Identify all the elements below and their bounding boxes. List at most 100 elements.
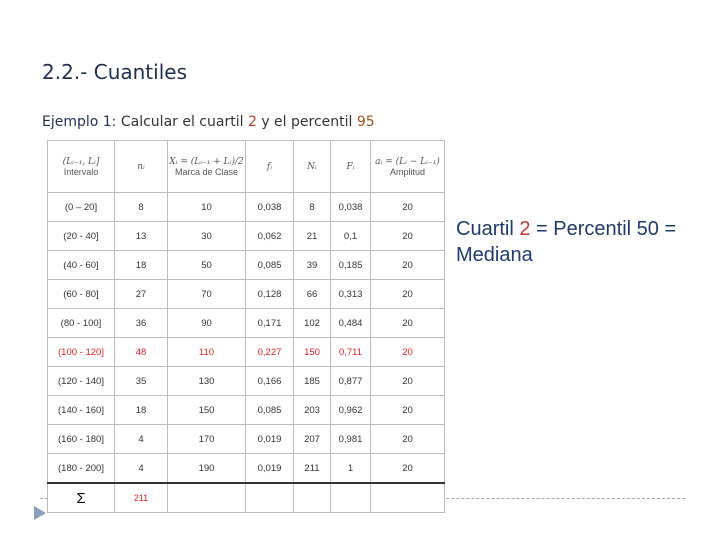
header-formula: Xᵢ = (Lᵢ₋₁ + Lᵢ)/2 [169,156,244,167]
header-label: Marca de Clase [174,166,239,177]
cell: 30 [167,221,246,251]
subtitle-part: 95 [356,114,375,130]
cell: 20 [370,337,445,367]
empty-cell [330,482,371,513]
header-label: Amplitud [389,166,425,177]
header-cell: aᵢ = (Lᵢ − Lᵢ₋₁) Amplitud [370,140,445,193]
data-row: (80 - 100] 36 90 0,171 102 0,484 20 [47,308,445,338]
footer-cell: 211 [114,482,168,513]
subtitle-part: Calcular el cuartil [120,114,244,130]
nav-arrow [34,506,46,520]
cell: 110 [167,337,246,367]
cell: 1 [330,453,371,484]
slide-title: 2.2.- Cuantiles [42,60,187,84]
cell: 130 [167,366,246,396]
cell: 0,711 [330,337,371,367]
cell: 20 [370,424,445,454]
cell: 211 [293,453,331,484]
cell: 13 [114,221,168,251]
data-row: (60 - 80] 27 70 0,128 66 0,313 20 [47,279,445,309]
empty-cell [293,482,331,513]
cell: 18 [114,395,168,425]
data-row: (120 - 140] 35 130 0,166 185 0,877 20 [47,366,445,396]
cell: 0,484 [330,308,371,338]
cell: (0 – 20] [47,192,115,222]
cell: 0,085 [245,250,294,280]
cell: 20 [370,279,445,309]
cell: 20 [370,250,445,280]
cell: 0,171 [245,308,294,338]
cell: 36 [114,308,168,338]
cell: 20 [370,453,445,484]
cell: 10 [167,192,246,222]
header-cell: Xᵢ = (Lᵢ₋₁ + Lᵢ)/2 Marca de Clase [167,140,246,193]
cell: 0,062 [245,221,294,251]
cell: 27 [114,279,168,309]
footer-row: Σ 211 [47,482,445,513]
data-row: (180 - 200] 4 190 0,019 211 1 20 [47,453,445,484]
cell: (160 - 180] [47,424,115,454]
header-row: (Lᵢ₋₁, Lᵢ] Intervalo nᵢ Xᵢ = (Lᵢ₋₁ + Lᵢ)/2 M… [47,140,445,193]
cell: 50 [167,250,246,280]
note-part: = Percentil 50 = Mediana [456,218,677,266]
empty-cell [370,482,445,513]
cell: 20 [370,366,445,396]
cell: 0,877 [330,366,371,396]
frequency-table: (Lᵢ₋₁, Lᵢ] Intervalo nᵢ Xᵢ = (Lᵢ₋₁ + Lᵢ)/2 M… [47,140,445,513]
note-part: Cuartil [456,218,514,240]
cell: 20 [370,192,445,222]
cell: (80 - 100] [47,308,115,338]
cell: 0,038 [330,192,371,222]
cell: 0,019 [245,453,294,484]
subtitle-part: Ejemplo 1: [42,114,117,130]
data-row: (100 - 120] 48 110 0,227 150 0,711 20 [47,337,445,367]
cell: 185 [293,366,331,396]
data-row: (160 - 180] 4 170 0,019 207 0,981 20 [47,424,445,454]
cell: 190 [167,453,246,484]
cell: 0,166 [245,366,294,396]
cell: (20 - 40] [47,221,115,251]
cell: 0,313 [330,279,371,309]
cell: 18 [114,250,168,280]
cell: 66 [293,279,331,309]
header-cell: (Lᵢ₋₁, Lᵢ] Intervalo [47,140,115,193]
cell: 90 [167,308,246,338]
cell: 8 [114,192,168,222]
header-formula: fᵢ [266,161,273,172]
header-label: Intervalo [63,166,99,177]
cell: 4 [114,453,168,484]
cell: (140 - 160] [47,395,115,425]
cell: (180 - 200] [47,453,115,484]
cell: 20 [370,395,445,425]
header-formula: aᵢ = (Lᵢ − Lᵢ₋₁) [375,156,440,167]
header-formula: (Lᵢ₋₁, Lᵢ] [62,156,100,167]
header-cell: Fᵢ [330,140,371,193]
subtitle: Ejemplo 1: Calcular el cuartil 2 y el pe… [42,114,375,130]
header-cell: fᵢ [245,140,294,193]
note-part: 2 [519,218,531,240]
cell: (60 - 80] [47,279,115,309]
header-formula: nᵢ [137,161,145,172]
cell: 0,962 [330,395,371,425]
data-row: (20 - 40] 13 30 0,062 21 0,1 20 [47,221,445,251]
cell: 0,085 [245,395,294,425]
subtitle-part: 2 [247,114,257,130]
data-row: (40 - 60] 18 50 0,085 39 0,185 20 [47,250,445,280]
cell: 70 [167,279,246,309]
cell: 0,185 [330,250,371,280]
cell: 0,981 [330,424,371,454]
cell: 207 [293,424,331,454]
cell: 170 [167,424,246,454]
cell: 20 [370,308,445,338]
header-formula: Fᵢ [346,161,355,172]
cell: 8 [293,192,331,222]
note: Cuartil 2 = Percentil 50 = Mediana [456,216,696,268]
data-row: (140 - 160] 18 150 0,085 203 0,962 20 [47,395,445,425]
cell: (120 - 140] [47,366,115,396]
cell: 0,227 [245,337,294,367]
cell: (40 - 60] [47,250,115,280]
header-formula: Nᵢ [307,161,317,172]
data-row: (0 – 20] 8 10 0,038 8 0,038 20 [47,192,445,222]
empty-cell [245,482,294,513]
header-cell: Nᵢ [293,140,331,193]
